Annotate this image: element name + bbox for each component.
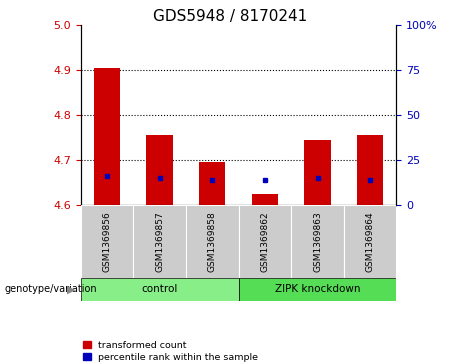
- Text: GSM1369856: GSM1369856: [102, 211, 112, 272]
- Text: GSM1369864: GSM1369864: [366, 211, 375, 272]
- Bar: [344, 205, 396, 278]
- Text: GDS5948 / 8170241: GDS5948 / 8170241: [154, 9, 307, 24]
- Text: GSM1369863: GSM1369863: [313, 211, 322, 272]
- Text: GSM1369857: GSM1369857: [155, 211, 164, 272]
- Text: ▶: ▶: [67, 285, 76, 294]
- Text: GSM1369858: GSM1369858: [208, 211, 217, 272]
- Bar: [357, 135, 383, 205]
- Bar: [304, 140, 331, 205]
- Text: GSM1369862: GSM1369862: [260, 211, 269, 272]
- Bar: [239, 205, 291, 278]
- Bar: [239, 278, 396, 301]
- Bar: [199, 162, 225, 205]
- Bar: [94, 68, 120, 205]
- Text: ZIPK knockdown: ZIPK knockdown: [275, 285, 360, 294]
- Text: genotype/variation: genotype/variation: [5, 285, 97, 294]
- Bar: [147, 135, 173, 205]
- Bar: [133, 205, 186, 278]
- Text: control: control: [142, 285, 178, 294]
- Bar: [291, 205, 344, 278]
- Bar: [81, 205, 133, 278]
- Bar: [186, 205, 239, 278]
- Bar: [81, 278, 239, 301]
- Legend: transformed count, percentile rank within the sample: transformed count, percentile rank withi…: [83, 341, 258, 362]
- Bar: [252, 194, 278, 205]
